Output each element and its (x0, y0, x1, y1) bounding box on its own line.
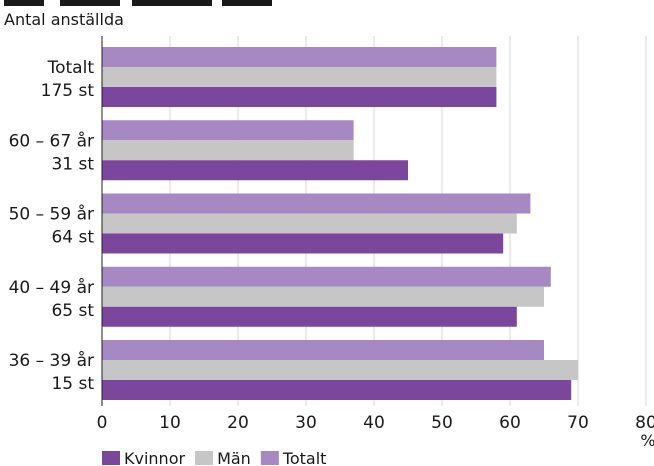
bar (102, 233, 504, 254)
legend-swatch (260, 451, 279, 465)
bar (102, 87, 497, 107)
bar (102, 340, 544, 360)
category-labels: Totalt 175 st 60 – 67 år 31 st 50 – 59 år 64 … (9, 58, 95, 394)
category-label: 40 – 49 år (9, 277, 94, 298)
x-tick-label: 50 (431, 413, 453, 433)
category-count: 15 st (51, 374, 94, 394)
bar (102, 120, 354, 141)
x-tick-label: 60 (499, 413, 521, 433)
bar (102, 67, 497, 87)
bar (102, 47, 497, 67)
legend-swatch (102, 451, 120, 465)
clipped-title (0, 0, 330, 6)
clipped-title-shape (4, 0, 272, 6)
x-tick-label: 20 (227, 413, 249, 433)
x-axis-ticks: 0 10 20 30 40 50 60 70 80 (97, 413, 654, 433)
bars (102, 47, 578, 400)
bar (102, 160, 408, 181)
legend-swatch (195, 451, 214, 465)
x-tick-label: 80 (635, 413, 654, 433)
category-label: 36 – 39 år (9, 350, 94, 371)
bar (102, 286, 544, 307)
bar (102, 193, 531, 214)
chart-subtitle: Antal anställda (4, 10, 124, 29)
category-label: Totalt (47, 58, 95, 78)
bar (102, 380, 572, 400)
legend: Kvinnor Män Totalt (102, 449, 326, 466)
category-label: 60 – 67 år (9, 130, 94, 151)
category-count: 64 st (51, 228, 94, 248)
bar (102, 140, 354, 161)
bar (102, 360, 578, 380)
category-count: 175 st (41, 81, 95, 101)
x-tick-label: 70 (567, 413, 589, 433)
category-count: 65 st (51, 301, 94, 321)
x-tick-label: 40 (363, 413, 385, 433)
x-tick-label: 30 (295, 413, 317, 433)
x-axis-unit-label: % (640, 431, 654, 450)
x-tick-label: 10 (159, 413, 181, 433)
bar (102, 266, 551, 287)
bar (102, 213, 517, 234)
legend-label: Män (217, 449, 251, 466)
bar (102, 306, 517, 327)
category-count: 31 st (51, 154, 94, 174)
legend-label: Kvinnor (124, 449, 185, 466)
legend-label: Totalt (282, 449, 327, 466)
x-tick-label: 0 (97, 413, 108, 433)
category-label: 50 – 59 år (9, 204, 94, 225)
